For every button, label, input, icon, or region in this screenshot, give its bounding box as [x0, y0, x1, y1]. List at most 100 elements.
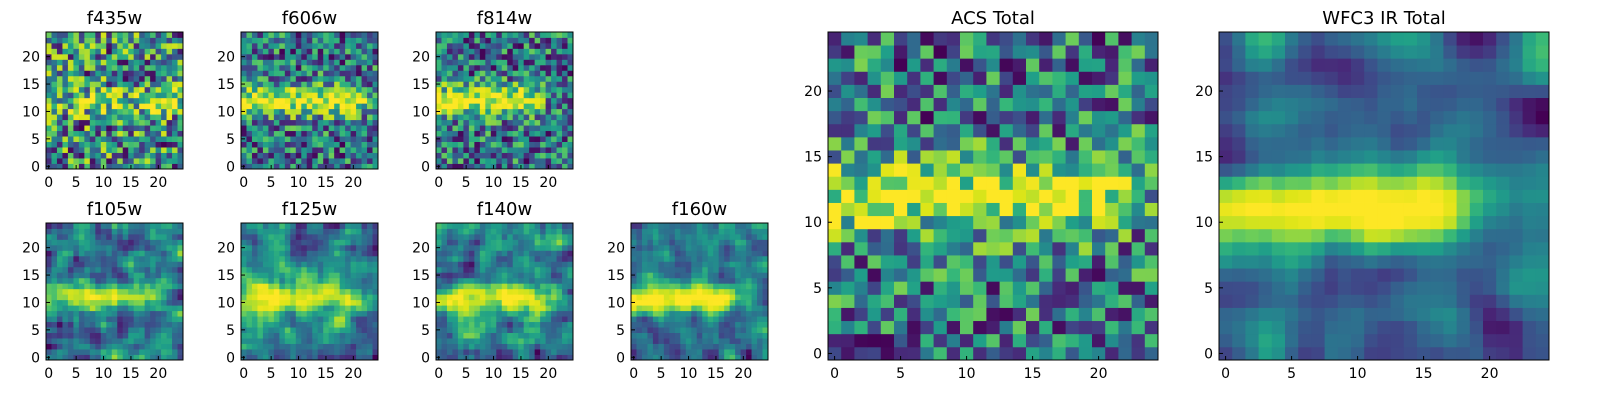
heatmap-cell [1078, 228, 1093, 243]
heatmap-cell [562, 354, 568, 361]
heatmap-cell [111, 136, 118, 142]
heatmap-cell [67, 250, 74, 257]
heatmap-cell [323, 37, 330, 44]
heatmap-cell [155, 158, 162, 164]
heatmap-cell [367, 42, 373, 49]
heatmap-cell [1065, 268, 1080, 282]
heatmap-cell [501, 244, 508, 251]
heatmap-cell [1012, 281, 1027, 295]
heatmap-cell [95, 305, 102, 312]
heatmap-cell [551, 141, 557, 148]
heatmap-cell [446, 354, 453, 361]
heatmap-cell [545, 327, 552, 333]
heatmap-cell [463, 310, 470, 317]
heatmap-cell [279, 354, 286, 361]
heatmap-cell [501, 310, 508, 317]
heatmap-cell [100, 266, 107, 273]
heatmap-cell [496, 277, 503, 284]
heatmap-cell [273, 223, 280, 229]
heatmap-cell [251, 294, 258, 301]
heatmap-cell [463, 141, 470, 148]
heatmap-cell [468, 119, 475, 126]
heatmap-cell [139, 343, 146, 350]
heatmap-cell [51, 53, 58, 60]
heatmap-cell [468, 354, 475, 361]
heatmap-cell [301, 53, 308, 60]
heatmap-cell [680, 299, 687, 306]
heatmap-cell [518, 147, 525, 153]
heatmap-cell [652, 305, 659, 312]
heatmap-cell [334, 59, 341, 66]
heatmap-cell [56, 343, 63, 350]
heatmap-cell [1026, 294, 1040, 308]
heatmap-cell [446, 244, 453, 251]
heatmap-cell [707, 327, 714, 333]
heatmap-cell [680, 343, 687, 350]
heatmap-cell [295, 338, 302, 344]
heatmap-cell [658, 272, 665, 279]
y-tick-label: 5 [226, 323, 235, 339]
heatmap-cell [172, 114, 178, 121]
heatmap-cell [446, 283, 453, 290]
heatmap-cell [735, 223, 741, 229]
heatmap-cell [631, 266, 637, 273]
heatmap-cell [441, 147, 448, 153]
heatmap-cell [334, 125, 341, 132]
heatmap-cell [111, 288, 118, 295]
heatmap-cell [463, 288, 470, 295]
axes-frame [630, 222, 769, 361]
heatmap-cell [100, 316, 107, 323]
heatmap-cell [100, 255, 107, 262]
heatmap-cell [279, 119, 286, 126]
heatmap-cell [529, 53, 536, 60]
heatmap-cell [680, 250, 687, 257]
heatmap-cell [446, 272, 453, 279]
heatmap-cell [534, 114, 541, 121]
heatmap-cell [257, 305, 264, 312]
heatmap-cell [89, 316, 96, 323]
heatmap-cell [356, 64, 362, 71]
heatmap-cell [501, 163, 508, 170]
heatmap-cell [295, 255, 302, 262]
heatmap-cell [284, 119, 291, 126]
heatmap-cell [144, 261, 151, 268]
heatmap-cell [631, 255, 637, 262]
heatmap-cell [144, 266, 151, 273]
heatmap-cell [485, 266, 492, 273]
heatmap-cell [161, 288, 167, 295]
heatmap-cell [562, 277, 568, 284]
heatmap-cell [669, 261, 676, 268]
heatmap-cell [691, 349, 698, 355]
heatmap-cell [751, 272, 758, 279]
heatmap-cell [647, 228, 654, 235]
heatmap-cell [73, 42, 80, 49]
heatmap-cell [133, 261, 140, 268]
heatmap-cell [468, 53, 475, 60]
heatmap-cell [669, 327, 676, 333]
heatmap-cell [907, 320, 921, 335]
heatmap-cell [323, 261, 330, 268]
heatmap-cell [144, 114, 151, 121]
heatmap-cell [273, 277, 280, 284]
heatmap-cell [529, 130, 536, 137]
heatmap-cell [323, 266, 330, 273]
heatmap-cell [441, 130, 448, 137]
heatmap-cell [284, 288, 291, 295]
heatmap-cell [317, 75, 324, 82]
heatmap-cell [150, 321, 156, 328]
heatmap-cell [702, 244, 709, 251]
heatmap-cell [51, 228, 58, 235]
heatmap-cell [290, 233, 297, 240]
heatmap-cell [551, 327, 557, 333]
heatmap-cell [62, 233, 69, 240]
heatmap-cell [51, 136, 58, 142]
x-tick-label: 10 [485, 366, 503, 382]
heatmap-cell [356, 338, 362, 344]
heatmap-cell [246, 119, 253, 126]
heatmap-cell [257, 81, 264, 88]
heatmap-cell [441, 152, 448, 159]
heatmap-cell [920, 215, 934, 230]
y-tick-label: 0 [421, 159, 430, 175]
heatmap-cell [89, 114, 96, 121]
